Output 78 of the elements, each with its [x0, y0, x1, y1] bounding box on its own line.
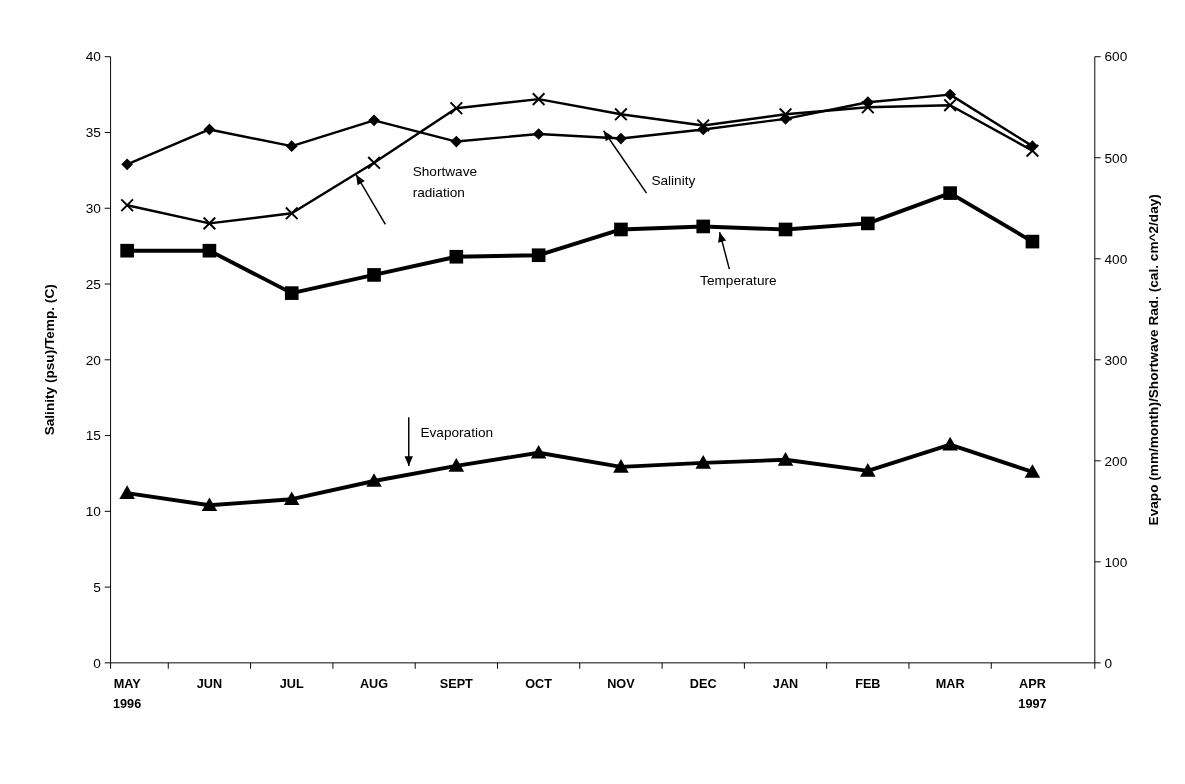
point [1025, 143, 1040, 158]
series-label: Shortwave radiation [412, 163, 478, 201]
y-tick-label: 15 [85, 428, 101, 444]
y-tick-label: 30 [85, 201, 102, 217]
point [614, 222, 628, 237]
point [944, 88, 956, 101]
point [615, 132, 627, 145]
point [531, 92, 546, 106]
y2-tick-label: 600 [1104, 49, 1128, 65]
point [532, 128, 545, 140]
point [367, 268, 381, 282]
point [284, 286, 299, 300]
y-tick-label: 5 [93, 579, 101, 595]
point [285, 140, 298, 152]
x-tick-label: JUL [279, 677, 304, 692]
point [367, 155, 381, 170]
point [1025, 234, 1040, 249]
point [201, 497, 218, 512]
point [861, 100, 875, 115]
series-label: Evaporation [420, 424, 494, 440]
x-tick-label: FEB [855, 677, 881, 692]
text: Temperature [700, 272, 777, 288]
x-tick-label: OCT [525, 677, 553, 692]
point [777, 452, 794, 466]
point [778, 222, 793, 237]
y2-tick-label: 300 [1104, 352, 1128, 368]
x-tick-label: NOV [607, 677, 636, 692]
point [614, 107, 628, 122]
point [449, 101, 464, 116]
y-tick-label: 25 [85, 276, 101, 292]
y2-tick-label: 400 [1104, 251, 1128, 267]
text: Salinity [651, 173, 696, 189]
point [366, 473, 382, 487]
x-tick-label: APR 1997 [1018, 677, 1047, 711]
point [121, 158, 133, 171]
point [120, 243, 134, 258]
point [530, 444, 547, 459]
point [119, 485, 135, 499]
x-tick-label: SEPT [439, 677, 474, 692]
y-tick-label: 0 [93, 655, 102, 671]
point [695, 455, 712, 469]
point [860, 463, 876, 477]
y2-axis-title: Evapo (mm/month)/Shortwave Rad. (cal. cm^2/day) [1146, 194, 1162, 526]
y2-tick-label: 500 [1104, 150, 1128, 166]
point [448, 458, 465, 472]
point [202, 243, 217, 258]
y-tick-label: 35 [85, 125, 101, 141]
x-tick-label: AUG [359, 677, 389, 692]
point [203, 123, 216, 136]
y-tick-label: 20 [85, 352, 102, 368]
point [449, 249, 464, 264]
point [696, 219, 711, 234]
point [368, 114, 380, 127]
y2-tick-label: 200 [1104, 453, 1128, 469]
x-tick-label: DEC [689, 677, 717, 692]
y-axis-title: Salinity (psu)/Temp. (C) [42, 284, 58, 436]
point [613, 459, 629, 473]
point [943, 98, 957, 113]
point [120, 198, 134, 213]
point [942, 436, 958, 451]
point [1024, 464, 1041, 478]
y2-tick-label: 0 [1104, 655, 1113, 671]
point [943, 186, 957, 200]
x-tick-label: MAY 1996 [113, 677, 142, 711]
point [202, 216, 217, 231]
x-tick-label: JUN [196, 677, 223, 692]
point [284, 206, 299, 221]
x-tick-label: MAR [935, 677, 965, 692]
point [861, 216, 875, 231]
y-tick-label: 40 [85, 49, 102, 65]
point [696, 118, 711, 133]
point [531, 248, 546, 263]
y2-tick-label: 100 [1104, 554, 1128, 570]
point [283, 491, 300, 506]
point [778, 107, 793, 122]
point [450, 135, 463, 148]
y-tick-label: 10 [85, 504, 102, 520]
x-tick-label: JAN [772, 677, 799, 692]
